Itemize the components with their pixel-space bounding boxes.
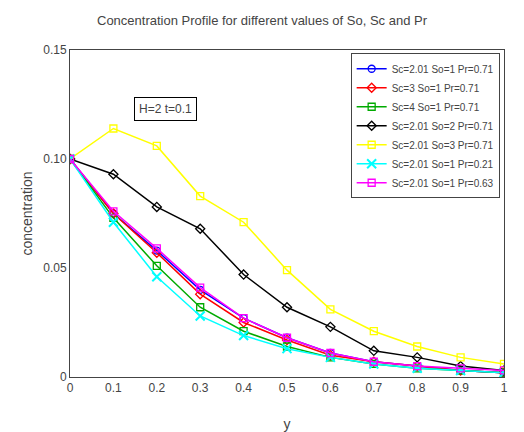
svg-text:H=2 t=0.1: H=2 t=0.1 xyxy=(139,102,192,116)
svg-text:0.5: 0.5 xyxy=(279,381,296,395)
svg-text:Sc=2.01 So=1 Pr=0.21: Sc=2.01 So=1 Pr=0.21 xyxy=(392,159,494,170)
svg-text:0.10: 0.10 xyxy=(43,152,67,166)
svg-text:Sc=2.01 So=1 Pr=0.63: Sc=2.01 So=1 Pr=0.63 xyxy=(392,178,494,189)
svg-text:0.3: 0.3 xyxy=(192,381,209,395)
svg-text:0.7: 0.7 xyxy=(365,381,382,395)
svg-text:0.1: 0.1 xyxy=(105,381,122,395)
svg-text:0.9: 0.9 xyxy=(452,381,469,395)
svg-text:1: 1 xyxy=(501,381,508,395)
svg-text:Sc=4 So=1 Pr=0.71: Sc=4 So=1 Pr=0.71 xyxy=(392,102,480,113)
svg-text:0.15: 0.15 xyxy=(43,43,67,57)
svg-text:0.4: 0.4 xyxy=(235,381,252,395)
svg-text:concentration: concentration xyxy=(19,171,35,255)
svg-text:0.05: 0.05 xyxy=(43,261,67,275)
svg-text:0: 0 xyxy=(67,381,74,395)
svg-text:0.6: 0.6 xyxy=(322,381,339,395)
svg-text:0.8: 0.8 xyxy=(409,381,426,395)
svg-text:Concentration Profile for diff: Concentration Profile for different valu… xyxy=(97,13,428,28)
svg-text:Sc=3 So=1 Pr=0.71: Sc=3 So=1 Pr=0.71 xyxy=(392,83,480,94)
svg-text:Sc=2.01 So=1 Pr=0.71: Sc=2.01 So=1 Pr=0.71 xyxy=(392,64,494,75)
svg-text:Sc=2.01 So=3 Pr=0.71: Sc=2.01 So=3 Pr=0.71 xyxy=(392,140,494,151)
svg-text:Sc=2.01 So=2 Pr=0.71: Sc=2.01 So=2 Pr=0.71 xyxy=(392,121,494,132)
svg-text:0.2: 0.2 xyxy=(148,381,165,395)
svg-text:y: y xyxy=(284,416,291,432)
svg-text:0: 0 xyxy=(60,370,67,384)
